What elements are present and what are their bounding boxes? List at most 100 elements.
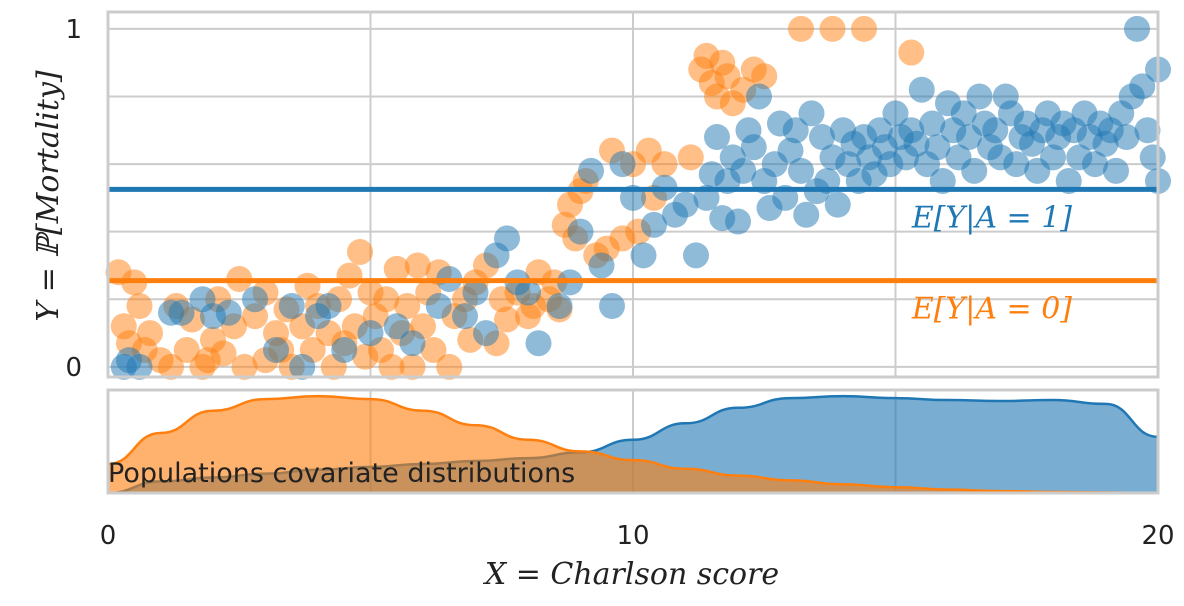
point-a1 bbox=[793, 201, 820, 228]
point-a1 bbox=[578, 157, 604, 184]
point-a1 bbox=[730, 157, 757, 184]
point-a1 bbox=[924, 134, 951, 161]
point-a0 bbox=[436, 353, 463, 380]
point-a1 bbox=[746, 83, 772, 110]
point-a0 bbox=[751, 63, 778, 90]
mean-lines: E[Y|A = 1] E[Y|A = 0] bbox=[108, 186, 1158, 327]
point-a1 bbox=[1124, 15, 1150, 42]
point-a0 bbox=[677, 144, 704, 171]
point-a1 bbox=[1003, 151, 1030, 178]
point-a1 bbox=[315, 293, 342, 320]
y-tick-label: 1 bbox=[65, 15, 82, 45]
point-a1 bbox=[809, 124, 835, 151]
point-a1 bbox=[1040, 144, 1066, 171]
point-a0 bbox=[399, 353, 426, 380]
point-a1 bbox=[740, 134, 767, 161]
point-a1 bbox=[168, 299, 195, 326]
point-a0 bbox=[378, 353, 405, 380]
point-a0 bbox=[651, 151, 678, 178]
point-a1 bbox=[1082, 151, 1108, 178]
point-a1 bbox=[782, 117, 809, 144]
point-a1 bbox=[515, 279, 541, 306]
point-a0 bbox=[336, 262, 363, 289]
point-a1 bbox=[425, 293, 452, 320]
point-a1 bbox=[919, 110, 946, 137]
point-a1 bbox=[788, 157, 814, 184]
point-a0 bbox=[420, 336, 447, 363]
point-a0 bbox=[137, 320, 163, 347]
point-a0 bbox=[819, 15, 846, 42]
point-a1 bbox=[630, 242, 657, 269]
x-tick-label: 10 bbox=[616, 521, 649, 551]
point-a1 bbox=[798, 100, 825, 127]
point-a1 bbox=[1103, 157, 1129, 184]
point-a1 bbox=[357, 320, 384, 347]
point-a1 bbox=[1113, 124, 1140, 151]
point-a1 bbox=[908, 76, 935, 103]
point-a1 bbox=[263, 336, 289, 363]
point-a1 bbox=[452, 303, 478, 330]
point-a0 bbox=[394, 293, 421, 320]
point-a1 bbox=[525, 330, 552, 357]
point-a1 bbox=[567, 218, 594, 245]
point-a1 bbox=[289, 353, 316, 380]
point-a1 bbox=[599, 293, 625, 320]
point-a0 bbox=[373, 286, 400, 313]
density-caption: Populations covariate distributions bbox=[108, 458, 575, 489]
point-a0 bbox=[231, 353, 258, 380]
mean-label-a1: E[Y|A = 1] bbox=[911, 200, 1072, 235]
point-a1 bbox=[950, 100, 977, 127]
y-tick-label: 0 bbox=[65, 353, 82, 383]
point-a1 bbox=[777, 137, 804, 164]
point-a1 bbox=[641, 211, 667, 238]
x-tick-label: 20 bbox=[1141, 521, 1174, 551]
point-a1 bbox=[278, 293, 305, 320]
point-a1 bbox=[331, 336, 358, 363]
point-a1 bbox=[399, 330, 426, 357]
point-a1 bbox=[672, 191, 699, 218]
point-a1 bbox=[1134, 117, 1161, 144]
point-a0 bbox=[788, 15, 814, 42]
point-a1 bbox=[824, 191, 851, 218]
point-a1 bbox=[982, 117, 1009, 144]
point-a0 bbox=[851, 15, 877, 42]
point-a0 bbox=[173, 336, 200, 363]
point-a0 bbox=[383, 255, 410, 282]
point-a0 bbox=[494, 306, 520, 333]
density-a0-fill bbox=[108, 396, 1158, 493]
point-a1 bbox=[1129, 73, 1156, 100]
point-a1 bbox=[462, 279, 489, 306]
x-tick-label: 0 bbox=[100, 521, 117, 551]
point-a0 bbox=[210, 340, 237, 367]
point-a1 bbox=[882, 100, 909, 127]
y-axis-label: Y = ℙ[Mortality] bbox=[31, 70, 66, 322]
point-a1 bbox=[588, 252, 615, 279]
point-a1 bbox=[494, 225, 520, 252]
point-a0 bbox=[404, 252, 431, 279]
point-a1 bbox=[961, 157, 988, 184]
point-a1 bbox=[1139, 144, 1166, 171]
point-a1 bbox=[966, 83, 993, 110]
point-a1 bbox=[546, 293, 573, 320]
point-a1 bbox=[126, 353, 153, 380]
density-plot-frame bbox=[106, 388, 1160, 495]
point-a1 bbox=[609, 151, 636, 178]
point-a1 bbox=[683, 242, 709, 269]
point-a1 bbox=[704, 124, 730, 151]
mean-label-a0: E[Y|A = 0] bbox=[911, 292, 1072, 327]
point-a1 bbox=[383, 313, 410, 340]
point-a0 bbox=[898, 39, 925, 66]
x-axis-label: X = Charlson score bbox=[483, 557, 779, 592]
plot-frames bbox=[106, 10, 1160, 495]
point-a1 bbox=[473, 320, 499, 347]
density-a0-line bbox=[107, 394, 1159, 495]
scatter-points bbox=[105, 15, 1171, 380]
main-plot-frame bbox=[106, 10, 1160, 379]
point-a0 bbox=[347, 238, 373, 265]
tick-labels: 0 10 20 0 1 bbox=[65, 15, 1174, 551]
point-a0 bbox=[126, 293, 153, 320]
point-a1 bbox=[725, 208, 751, 235]
point-a1 bbox=[215, 299, 242, 326]
point-a1 bbox=[903, 130, 930, 157]
